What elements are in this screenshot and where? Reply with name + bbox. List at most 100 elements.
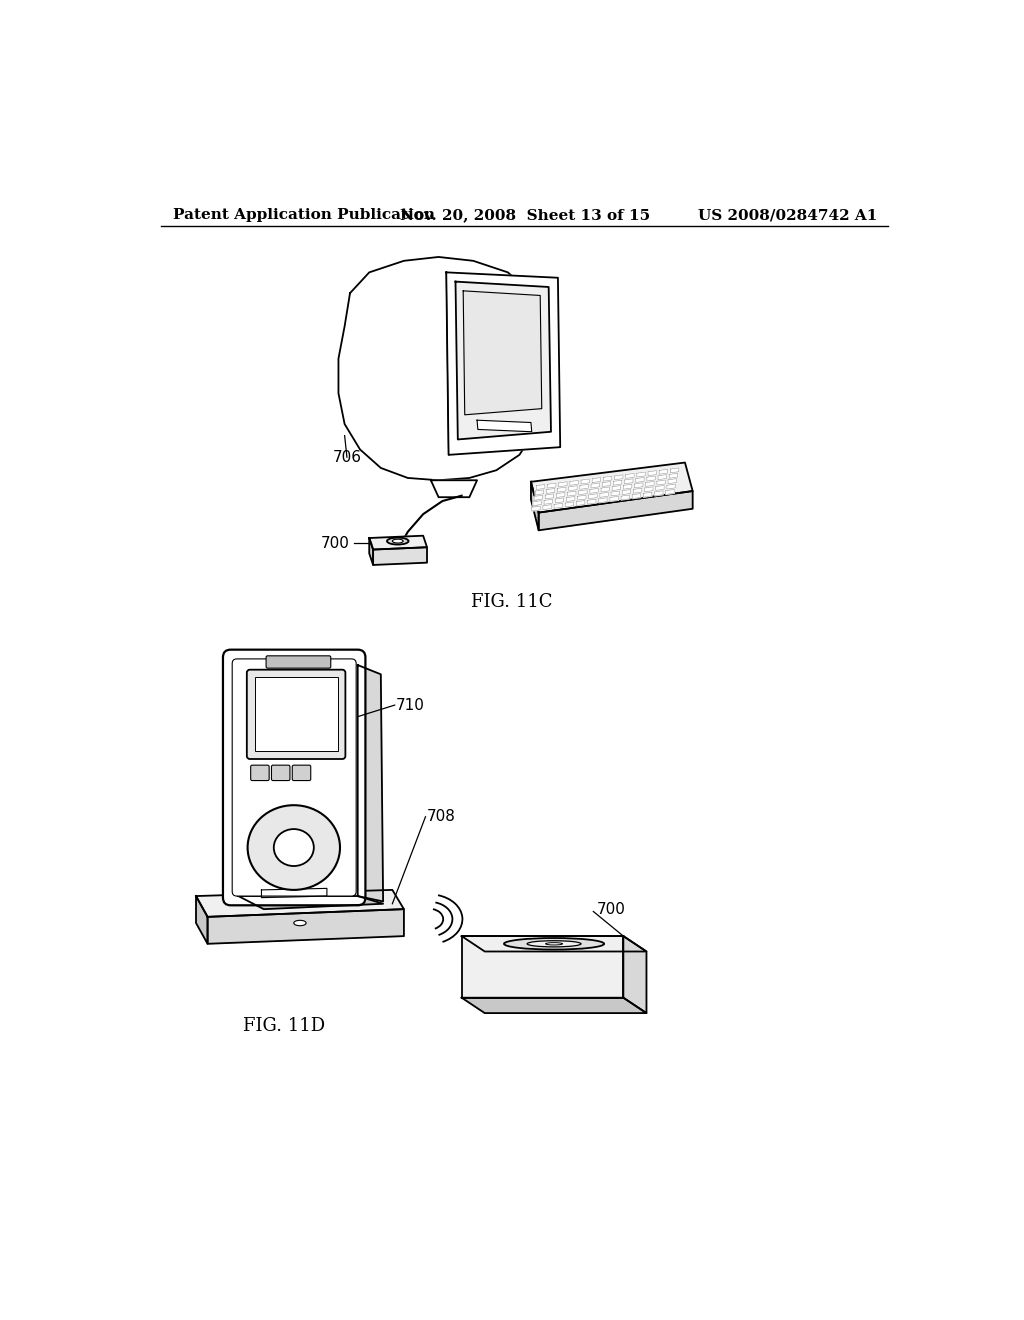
Polygon shape (671, 467, 679, 473)
Polygon shape (626, 474, 634, 478)
Polygon shape (634, 488, 642, 494)
Text: FIG. 11C: FIG. 11C (471, 594, 553, 611)
Polygon shape (208, 909, 403, 944)
Polygon shape (612, 486, 621, 491)
Polygon shape (543, 504, 551, 510)
Polygon shape (577, 500, 585, 506)
Polygon shape (557, 487, 566, 492)
Polygon shape (646, 482, 654, 487)
Polygon shape (632, 494, 641, 499)
Polygon shape (656, 480, 666, 484)
Polygon shape (600, 492, 608, 498)
Polygon shape (462, 998, 646, 1014)
Polygon shape (537, 484, 545, 490)
Polygon shape (555, 498, 563, 503)
Polygon shape (658, 475, 667, 479)
Polygon shape (579, 490, 587, 495)
Polygon shape (554, 503, 562, 508)
Polygon shape (357, 665, 383, 902)
Polygon shape (370, 536, 427, 549)
Polygon shape (462, 936, 624, 998)
FancyBboxPatch shape (247, 669, 345, 759)
Polygon shape (592, 478, 601, 483)
FancyBboxPatch shape (223, 649, 366, 906)
Polygon shape (621, 495, 630, 500)
FancyBboxPatch shape (266, 656, 331, 668)
Polygon shape (565, 502, 573, 507)
Polygon shape (599, 498, 607, 503)
Polygon shape (611, 491, 620, 496)
Polygon shape (531, 462, 692, 512)
Ellipse shape (387, 537, 409, 545)
Polygon shape (261, 888, 327, 898)
Polygon shape (591, 483, 599, 488)
Polygon shape (655, 486, 665, 491)
Ellipse shape (546, 942, 562, 945)
Polygon shape (624, 484, 632, 490)
Text: 706: 706 (333, 450, 362, 465)
Polygon shape (463, 290, 542, 414)
Polygon shape (614, 475, 623, 479)
FancyBboxPatch shape (271, 766, 290, 780)
Polygon shape (462, 936, 646, 952)
Ellipse shape (392, 539, 403, 543)
Polygon shape (446, 272, 560, 455)
Text: Nov. 20, 2008  Sheet 13 of 15: Nov. 20, 2008 Sheet 13 of 15 (399, 209, 650, 223)
Polygon shape (644, 487, 653, 492)
Bar (255, 677, 338, 751)
Polygon shape (370, 539, 373, 565)
Polygon shape (532, 500, 542, 506)
Text: 708: 708 (427, 809, 456, 824)
Polygon shape (659, 469, 668, 474)
Polygon shape (643, 492, 652, 498)
Text: FIG. 11D: FIG. 11D (244, 1016, 326, 1035)
Polygon shape (589, 494, 597, 499)
Polygon shape (666, 490, 674, 495)
Ellipse shape (294, 920, 306, 925)
Polygon shape (339, 257, 553, 480)
Polygon shape (531, 482, 539, 531)
Polygon shape (556, 492, 565, 498)
FancyBboxPatch shape (232, 659, 356, 896)
Polygon shape (456, 281, 551, 440)
Polygon shape (624, 936, 646, 1014)
Polygon shape (601, 487, 609, 492)
Polygon shape (603, 477, 611, 482)
Ellipse shape (273, 829, 313, 866)
Polygon shape (547, 488, 555, 494)
Polygon shape (536, 490, 544, 495)
Polygon shape (610, 496, 618, 502)
Polygon shape (578, 495, 586, 500)
Polygon shape (623, 490, 631, 495)
Polygon shape (566, 496, 574, 502)
Polygon shape (635, 483, 643, 488)
Polygon shape (535, 495, 543, 500)
Text: Patent Application Publication: Patent Application Publication (173, 209, 435, 223)
Polygon shape (568, 486, 578, 491)
Text: US 2008/0284742 A1: US 2008/0284742 A1 (698, 209, 878, 223)
Polygon shape (648, 471, 656, 475)
Polygon shape (602, 482, 610, 487)
Ellipse shape (504, 939, 604, 949)
Polygon shape (669, 474, 678, 478)
Polygon shape (545, 494, 554, 499)
FancyBboxPatch shape (292, 766, 310, 780)
Polygon shape (539, 491, 692, 531)
Polygon shape (588, 499, 596, 504)
Polygon shape (647, 477, 655, 480)
Polygon shape (668, 479, 677, 483)
FancyBboxPatch shape (251, 766, 269, 780)
Polygon shape (567, 491, 577, 496)
Ellipse shape (248, 805, 340, 890)
Polygon shape (477, 420, 531, 432)
Text: 710: 710 (396, 697, 425, 713)
Polygon shape (196, 896, 208, 944)
Polygon shape (580, 484, 589, 490)
Text: 700: 700 (596, 902, 626, 916)
Polygon shape (431, 480, 477, 498)
Polygon shape (569, 480, 579, 486)
Polygon shape (637, 473, 645, 477)
Polygon shape (625, 479, 633, 484)
Polygon shape (581, 479, 590, 484)
Polygon shape (559, 482, 567, 487)
